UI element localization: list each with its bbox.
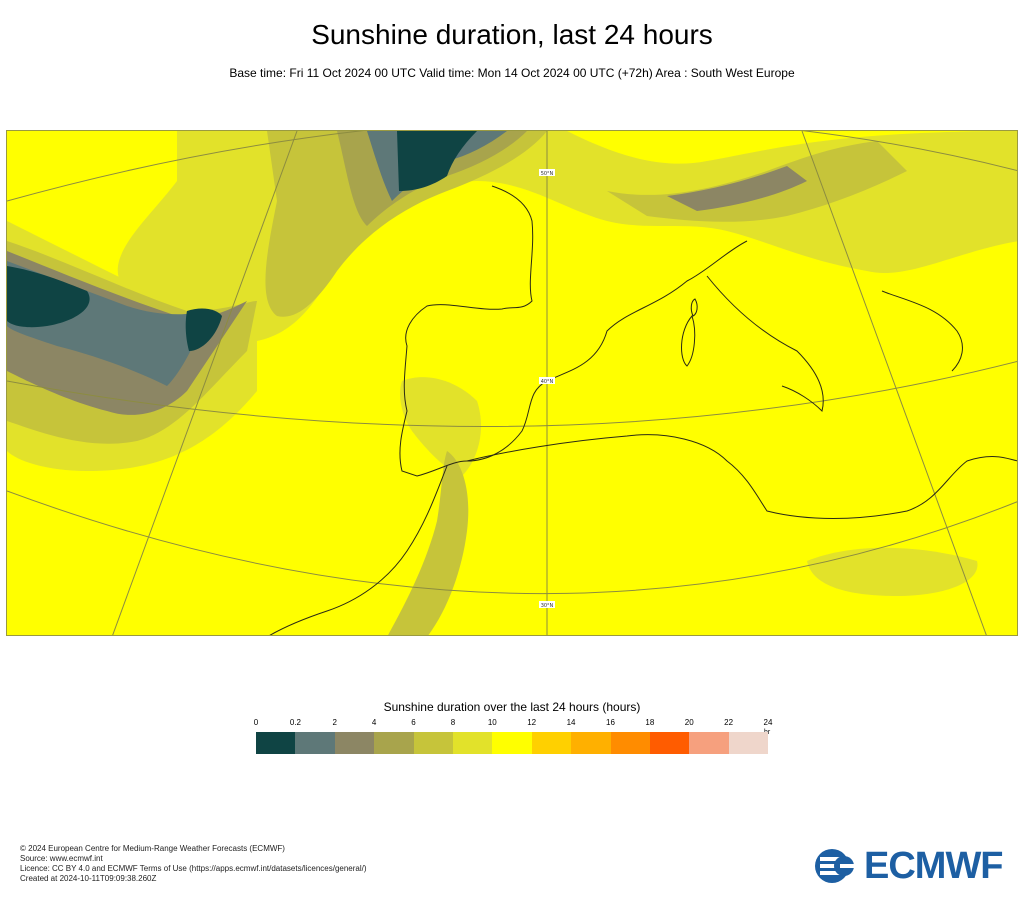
legend-swatch xyxy=(374,732,414,754)
cloud-core-alps xyxy=(667,166,807,211)
legend-swatch xyxy=(256,732,296,754)
footer-created: Created at 2024-10-11T09:09:38.260Z xyxy=(20,874,157,883)
footer-licence: Licence: CC BY 4.0 and ECMWF Terms of Us… xyxy=(20,864,367,873)
legend-swatch xyxy=(413,732,453,754)
legend-swatch xyxy=(295,732,335,754)
legend-tick-label: 22 xyxy=(724,718,734,727)
island-sardinia xyxy=(681,315,696,367)
legend-tick-label: 2 xyxy=(332,718,337,727)
lat-label-bg-40 xyxy=(539,377,555,384)
meridian-east xyxy=(801,131,987,635)
legend-swatch xyxy=(334,732,375,754)
sunshine-map: 50°N 40°N 30°N xyxy=(6,130,1018,636)
legend-swatch xyxy=(689,732,729,754)
legend-color-bar xyxy=(256,732,769,754)
legend-ticks: 0 0.2 2 4 6 8 10 12 14 16 18 20 22 24 xyxy=(253,718,773,730)
lat-label-50: 50°N xyxy=(541,171,554,177)
coast-morocco xyxy=(269,465,448,635)
footer-copyright: © 2024 European Centre for Medium-Range … xyxy=(20,844,285,853)
legend-swatch xyxy=(452,732,493,754)
meridian-west xyxy=(112,131,298,635)
ecmwf-logo-icon xyxy=(815,849,858,883)
legend-swatch xyxy=(728,732,769,754)
island-corsica xyxy=(690,298,698,317)
legend-swatch xyxy=(610,732,650,754)
legend-tick-label: 6 xyxy=(411,718,416,727)
parallel-40 xyxy=(7,360,1017,427)
coastlines xyxy=(269,185,1017,635)
legend-swatch xyxy=(649,732,690,754)
legend-tick-label: 0 xyxy=(253,718,259,727)
legend-swatch xyxy=(531,732,572,754)
parallel-30 xyxy=(7,490,1017,595)
lat-label-30: 30°N xyxy=(541,603,554,609)
coast-italy xyxy=(706,275,824,412)
no-sunshine-atlantic-east xyxy=(185,308,222,351)
map-title: Sunshine duration, last 24 hours xyxy=(311,19,713,50)
no-sunshine-atlantic-west xyxy=(7,266,90,328)
lat-label-bg-50 xyxy=(539,169,555,176)
legend-tick-label: 24 xyxy=(763,718,773,727)
legend-tick-label: 16 xyxy=(606,718,615,727)
cloud-atlas xyxy=(388,451,469,635)
cloud-libya xyxy=(807,547,978,596)
lat-labels: 50°N 40°N 30°N xyxy=(539,169,555,609)
legend-swatch xyxy=(571,732,611,754)
legend-tick-label: 8 xyxy=(450,718,456,727)
cloud-band-biscay xyxy=(265,131,547,317)
ecmwf-logo: ECMWF xyxy=(814,844,1006,887)
map-canvas: 50°N 40°N 30°N xyxy=(7,131,1017,635)
legend-tick-label: 18 xyxy=(645,718,655,727)
footer-credits: © 2024 European Centre for Medium-Range … xyxy=(20,844,367,884)
parallel-50 xyxy=(7,131,1017,202)
legend-title: Sunshine duration over the last 24 hours… xyxy=(383,700,641,714)
legend-tick-label: 12 xyxy=(527,718,537,727)
legend-tick-label: 4 xyxy=(371,718,377,727)
no-sunshine-channel xyxy=(397,131,477,191)
coast-north-africa xyxy=(466,434,1017,519)
legend-tick-label: 20 xyxy=(684,718,694,727)
footer-source: Source: www.ecmwf.int xyxy=(20,854,103,863)
legend-swatch xyxy=(492,732,532,754)
lat-label-bg-30 xyxy=(539,601,555,608)
ecmwf-logo-text: ECMWF xyxy=(864,844,1004,887)
map-subtitle: Base time: Fri 11 Oct 2024 00 UTC Valid … xyxy=(229,66,795,80)
legend-tick-label: 10 xyxy=(487,718,497,727)
lat-label-40: 40°N xyxy=(541,379,554,385)
coast-iberia-france xyxy=(399,185,748,477)
legend-tick-label: 0.2 xyxy=(289,718,301,727)
legend-tick-label: 14 xyxy=(566,718,576,727)
coast-greece xyxy=(881,290,963,372)
